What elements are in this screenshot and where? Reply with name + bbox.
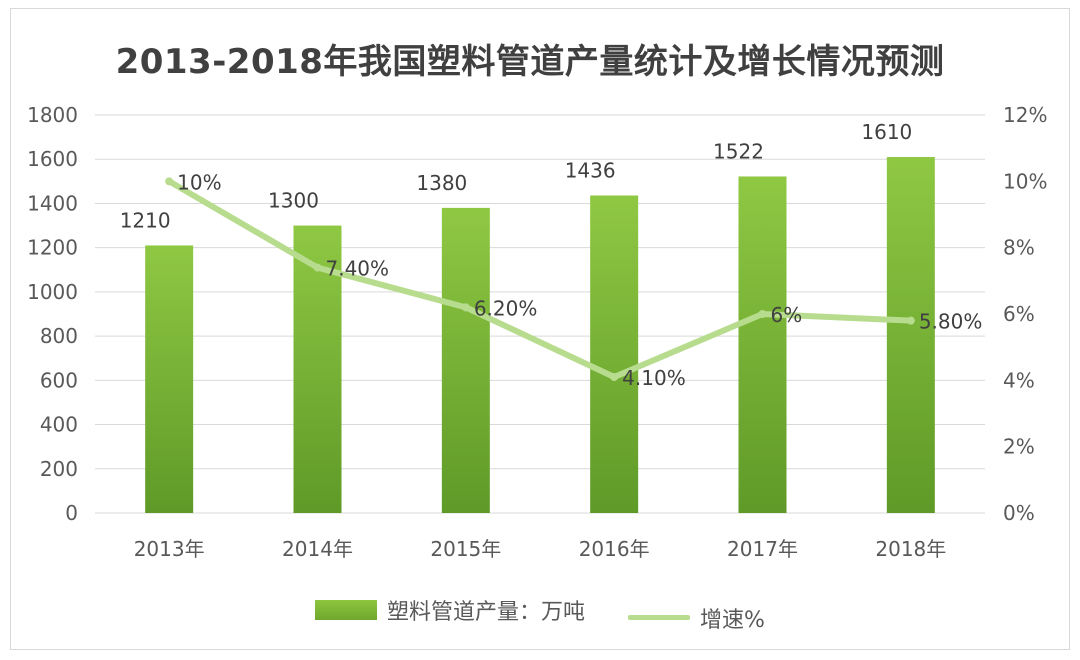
bar	[441, 207, 490, 513]
gridlines	[95, 114, 985, 514]
right-tick-label: 2%	[1003, 435, 1035, 459]
bar-value-label: 1610	[861, 120, 912, 144]
line-value-label: 5.80%	[919, 310, 983, 334]
legend-item-growth: 增速%	[628, 602, 765, 634]
right-tick-label: 6%	[1003, 302, 1035, 326]
line-value-label: 6.20%	[474, 296, 538, 320]
x-tick-label: 2013年	[134, 537, 205, 561]
combo-chart: 0 200 400 600 800 1000 1200 1400 1600 1800 0% 2% 4%…	[27, 103, 1047, 561]
growth-point	[165, 177, 174, 186]
x-tick-label: 2015年	[430, 537, 501, 561]
right-tick-label: 4%	[1003, 368, 1035, 392]
right-tick-label: 0%	[1003, 501, 1035, 525]
line-value-label: 6%	[771, 303, 803, 327]
x-axis-ticks: 2013年 2014年 2015年 2016年 2017年 2018年	[134, 537, 947, 561]
line-value-label: 4.10%	[622, 366, 686, 390]
x-tick-label: 2016年	[579, 537, 650, 561]
bar	[590, 195, 639, 514]
bar-value-label: 1380	[416, 171, 467, 195]
line-value-label: 7.40%	[326, 257, 390, 281]
left-tick-label: 1800	[27, 103, 78, 127]
legend-label-production: 塑料管道产量：万吨	[387, 600, 586, 625]
growth-point	[313, 263, 322, 272]
bar-value-label: 1436	[565, 158, 616, 182]
left-tick-label: 1600	[27, 147, 78, 171]
growth-point	[906, 316, 915, 325]
data-labels: 1210 1300 1380 1436 1522 1610 10% 7.40% 6.20% 4.1…	[120, 120, 983, 390]
left-tick-label: 600	[40, 368, 78, 392]
left-tick-label: 800	[40, 324, 78, 348]
right-tick-label: 12%	[1003, 103, 1047, 127]
left-tick-label: 200	[40, 457, 78, 481]
x-tick-label: 2017年	[727, 537, 798, 561]
bar-series	[145, 157, 935, 514]
left-tick-label: 1400	[27, 191, 78, 215]
left-tick-label: 1200	[27, 236, 78, 260]
x-tick-label: 2018年	[875, 537, 946, 561]
right-axis-ticks: 0% 2% 4% 6% 8% 10% 12%	[1003, 103, 1047, 525]
chart-title: 2013-2018年我国塑料管道产量统计及增长情况预测	[115, 42, 945, 82]
bar-value-label: 1210	[120, 208, 171, 232]
left-tick-label: 0	[65, 501, 78, 525]
legend-item-production: 塑料管道产量：万吨	[315, 594, 585, 626]
legend-bar-swatch	[315, 600, 378, 620]
bar-value-label: 1522	[713, 139, 764, 163]
line-value-label: 10%	[177, 170, 221, 194]
right-tick-label: 8%	[1003, 236, 1035, 260]
line-series	[165, 177, 915, 382]
legend-label-growth: 增速%	[700, 607, 765, 633]
bar	[886, 157, 935, 513]
growth-point	[758, 310, 767, 318]
left-tick-label: 400	[40, 413, 78, 437]
bar	[145, 245, 194, 513]
right-tick-label: 10%	[1003, 169, 1047, 193]
bar-value-label: 1300	[268, 189, 319, 213]
x-tick-label: 2014年	[282, 537, 353, 561]
growth-line	[166, 178, 914, 381]
legend-line-swatch	[628, 615, 691, 620]
growth-point	[461, 303, 470, 312]
left-axis-ticks: 0 200 400 600 800 1000 1200 1400 1600 1800	[27, 103, 78, 525]
legend: 塑料管道产量：万吨 增速%	[0, 594, 1080, 634]
bar	[738, 176, 787, 514]
growth-point	[610, 373, 619, 382]
left-tick-label: 1000	[27, 280, 78, 304]
